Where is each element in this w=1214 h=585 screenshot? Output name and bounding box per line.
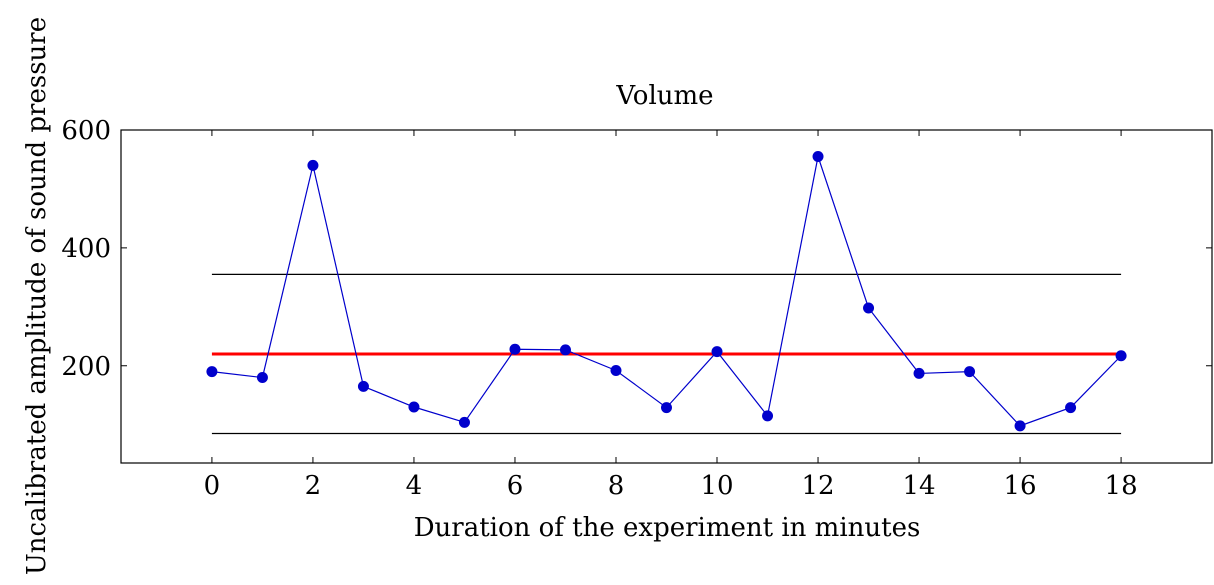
data-point bbox=[1115, 350, 1127, 362]
data-point bbox=[1065, 402, 1077, 414]
x-axis-label: Duration of the experiment in minutes bbox=[414, 513, 921, 543]
x-tick-label: 6 bbox=[507, 471, 524, 501]
data-point bbox=[711, 346, 723, 358]
data-point bbox=[408, 401, 420, 413]
data-point bbox=[206, 366, 218, 378]
series-line bbox=[211, 154, 1122, 427]
data-point bbox=[964, 366, 976, 378]
data-point bbox=[1014, 420, 1026, 432]
reference-lines bbox=[211, 273, 1122, 435]
x-tick-label: 10 bbox=[700, 471, 733, 501]
data-point bbox=[509, 343, 521, 355]
y-tick-label: 600 bbox=[61, 116, 111, 146]
x-tick-label: 12 bbox=[801, 471, 834, 501]
data-point bbox=[458, 416, 470, 428]
data-point bbox=[913, 367, 925, 379]
x-tick-label: 8 bbox=[608, 471, 625, 501]
data-point bbox=[559, 344, 571, 356]
x-tick-label: 4 bbox=[406, 471, 423, 501]
x-tick-label: 0 bbox=[204, 471, 221, 501]
x-tick-label: 2 bbox=[305, 471, 322, 501]
chart-title: Volume bbox=[615, 81, 713, 111]
data-series bbox=[206, 151, 1127, 432]
data-point bbox=[812, 151, 824, 163]
axis-ticks: 0 2 4 6 8 10 12 14 16 18 200 400 600 bbox=[61, 116, 1212, 501]
data-point bbox=[307, 159, 319, 171]
x-tick-label: 14 bbox=[902, 471, 935, 501]
x-tick-label: 16 bbox=[1004, 471, 1037, 501]
data-point bbox=[661, 402, 672, 414]
y-axis-label: Uncalibrated amplitude of sound pressure bbox=[22, 17, 52, 575]
y-tick-label: 200 bbox=[61, 352, 111, 382]
y-tick-label: 400 bbox=[61, 234, 111, 264]
data-point bbox=[762, 410, 774, 422]
data-point bbox=[256, 372, 268, 384]
data-point bbox=[610, 364, 622, 376]
data-point bbox=[863, 302, 875, 314]
data-point bbox=[357, 380, 369, 392]
x-tick-label: 18 bbox=[1105, 471, 1138, 501]
plot-frame bbox=[120, 129, 1213, 464]
